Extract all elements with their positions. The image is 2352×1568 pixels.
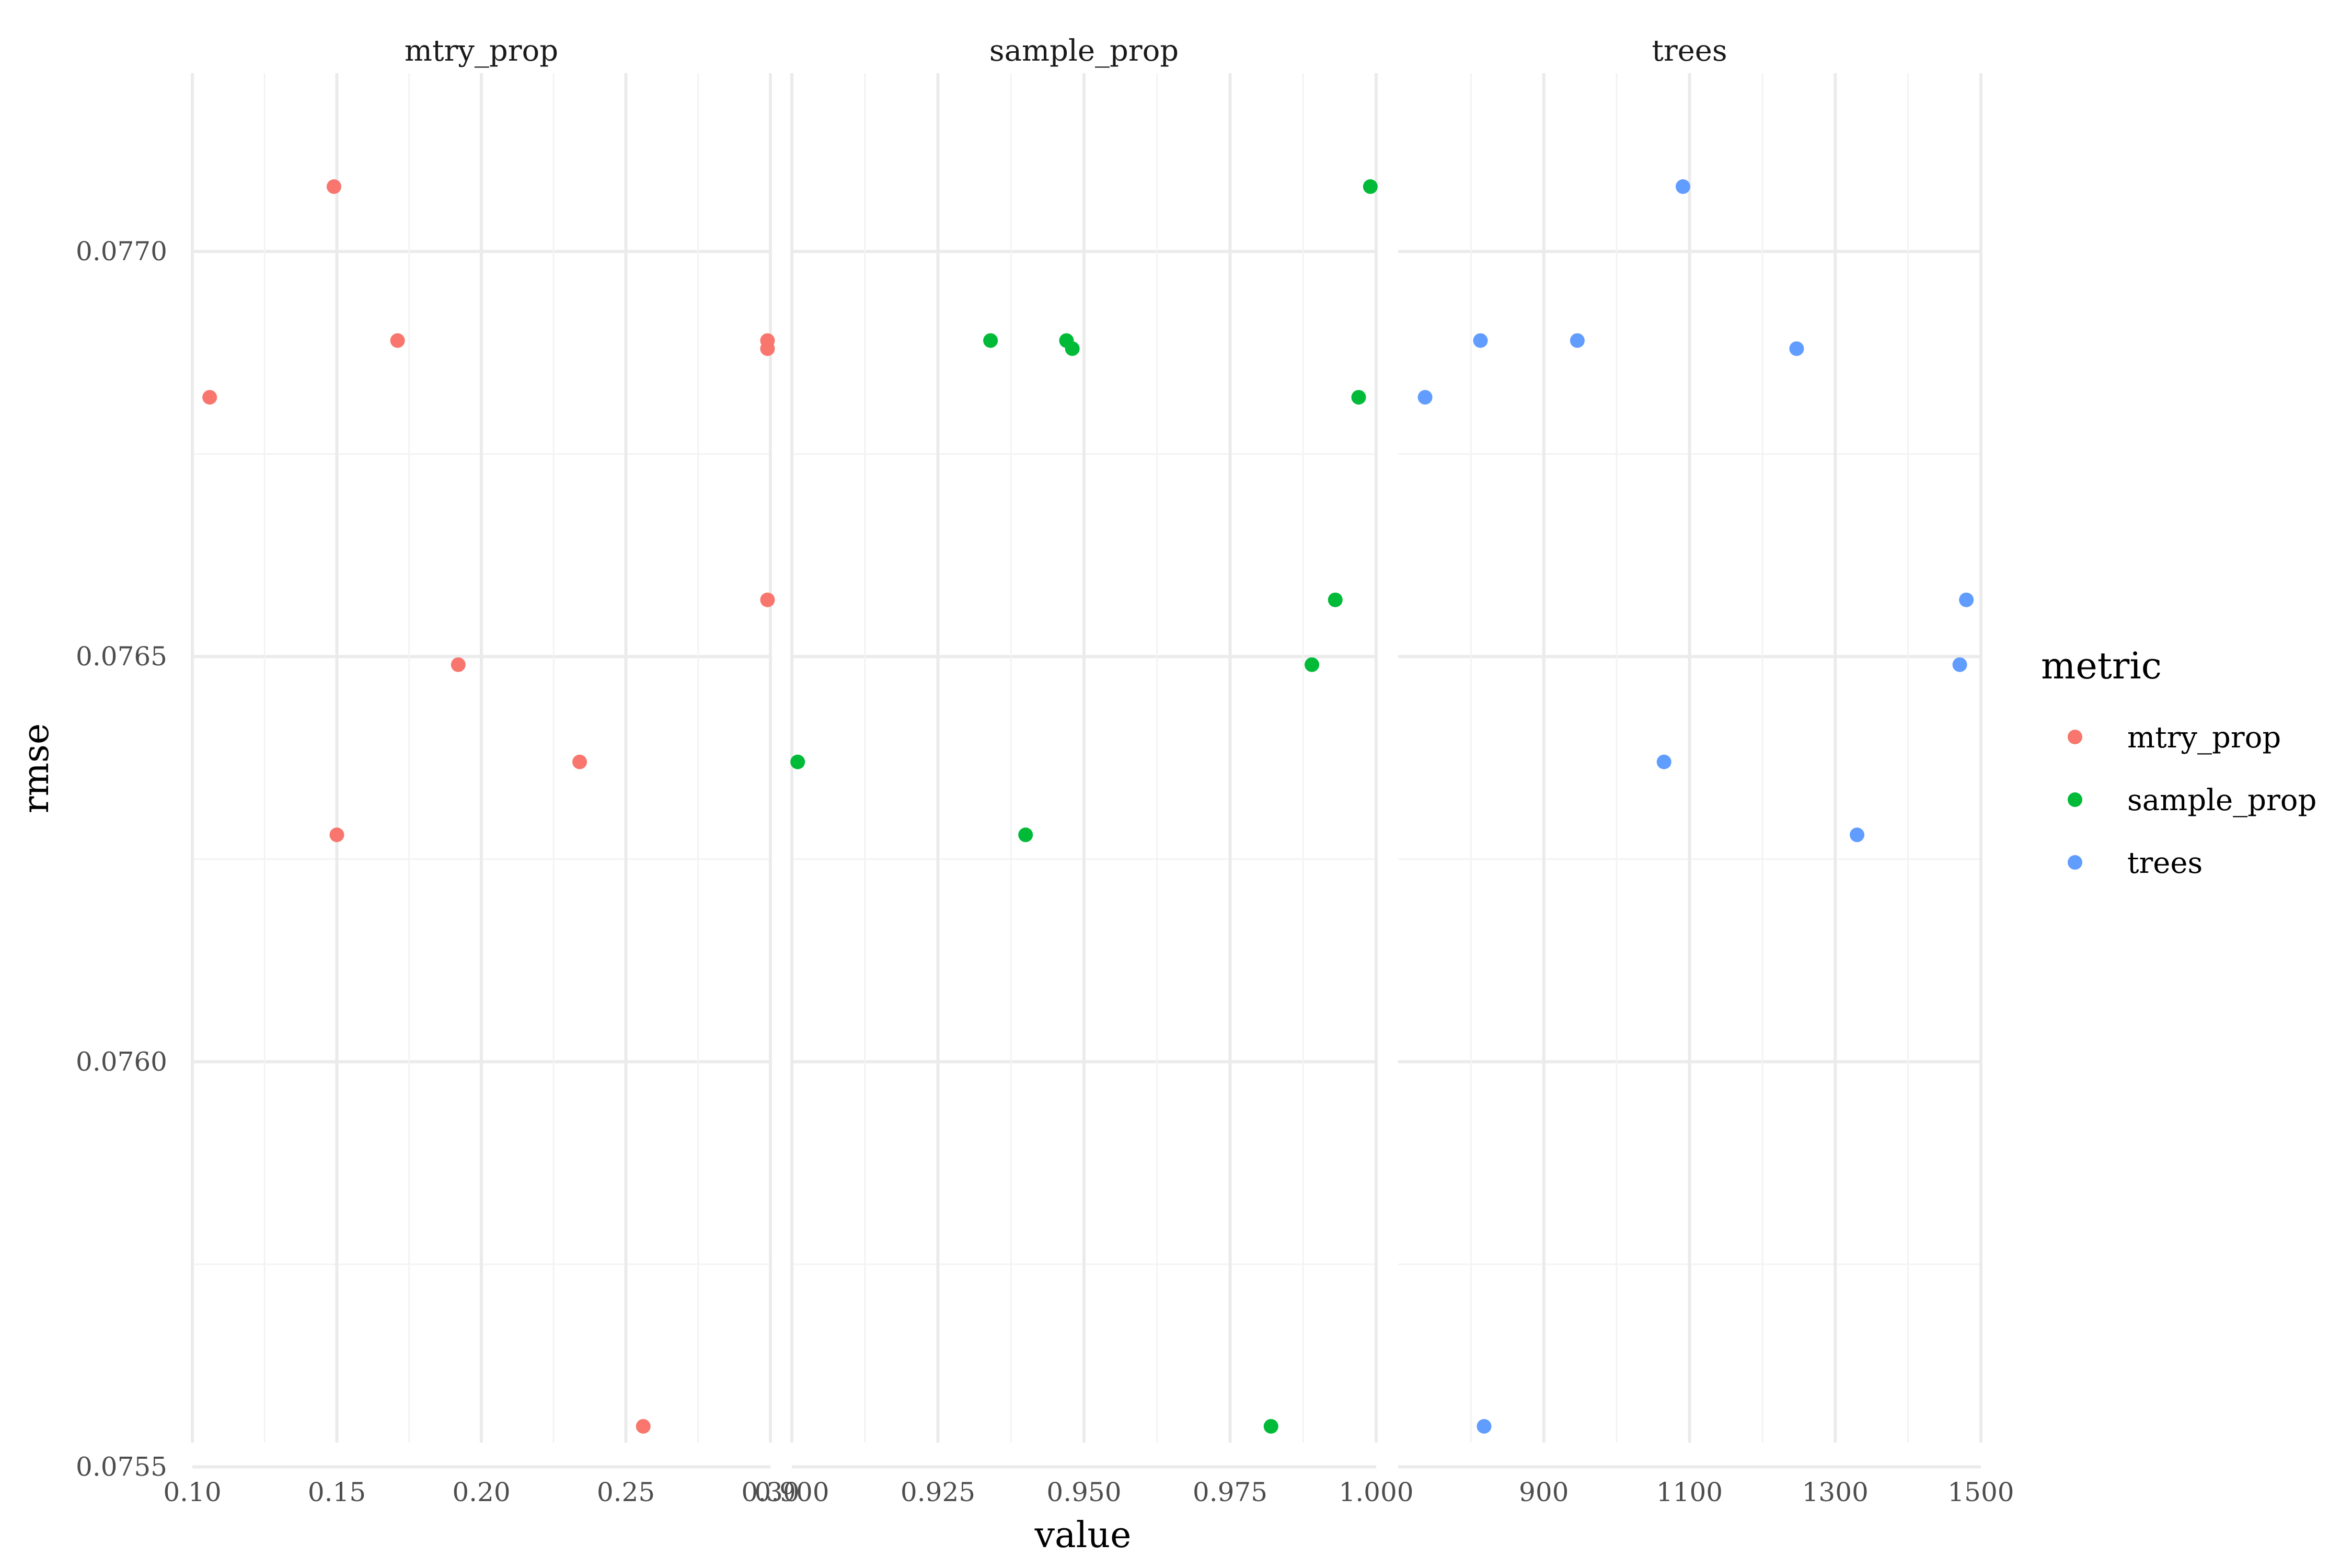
x-tick-label: 1.000 — [1339, 1477, 1413, 1507]
facet-title: trees — [1652, 34, 1727, 68]
grid-layer — [191, 73, 1982, 1469]
data-point — [1850, 827, 1865, 843]
legend-label: trees — [2127, 846, 2203, 880]
facet-title: mtry_prop — [405, 34, 558, 68]
data-point — [1263, 1419, 1278, 1434]
data-point — [202, 390, 217, 405]
x-tick-label: 900 — [1519, 1477, 1569, 1507]
data-point — [1328, 592, 1343, 607]
data-point — [983, 333, 998, 348]
data-point — [1656, 754, 1671, 769]
data-point — [1018, 827, 1033, 843]
y-axis-title: rmse — [16, 723, 57, 813]
x-tick-label: 1100 — [1656, 1477, 1723, 1507]
y-tick-label: 0.0765 — [76, 641, 167, 672]
legend-key — [2068, 792, 2082, 807]
x-tick-label: 0.30 — [741, 1477, 799, 1507]
y-tick-label: 0.0770 — [76, 236, 167, 267]
data-point — [1305, 657, 1320, 672]
label-layer: 0.10 0.15 0.20 0.25 0.30 mtry_prop 0.900 0.925 0… — [76, 34, 2014, 1507]
data-point — [1959, 592, 1974, 607]
y-tick-label: 0.0760 — [76, 1046, 167, 1077]
x-tick-label: 0.10 — [163, 1477, 221, 1507]
data-point — [329, 827, 344, 843]
x-tick-label: 0.15 — [308, 1477, 366, 1507]
x-tick-label: 1500 — [1947, 1477, 2014, 1507]
legend-label: sample_prop — [2127, 783, 2316, 817]
y-tick-label: 0.0755 — [76, 1452, 167, 1482]
data-point — [1363, 179, 1378, 194]
data-point — [760, 592, 775, 607]
data-point — [1477, 1419, 1492, 1434]
data-point — [1473, 333, 1488, 348]
data-point — [1675, 179, 1690, 194]
facet-title: sample_prop — [989, 34, 1179, 68]
data-point — [760, 341, 775, 356]
data-point — [1570, 333, 1585, 348]
x-tick-label: 0.975 — [1193, 1477, 1267, 1507]
data-point — [636, 1419, 651, 1434]
data-point — [1065, 341, 1080, 356]
legend-key — [2068, 730, 2082, 744]
legend-label: mtry_prop — [2127, 721, 2281, 755]
data-point — [451, 657, 466, 672]
legend-title: metric — [2041, 644, 2162, 687]
data-point — [572, 754, 587, 769]
x-tick-label: 0.20 — [452, 1477, 510, 1507]
x-tick-label: 0.900 — [754, 1477, 829, 1507]
x-tick-label: 0.25 — [597, 1477, 655, 1507]
data-point — [326, 179, 341, 194]
x-axis-title: value — [1034, 1515, 1132, 1556]
data-point — [1417, 390, 1433, 405]
x-tick-label: 0.950 — [1046, 1477, 1121, 1507]
data-point — [1952, 657, 1967, 672]
x-tick-label: 0.925 — [901, 1477, 975, 1507]
data-point — [790, 754, 805, 769]
data-point — [1351, 390, 1366, 405]
legend-key — [2068, 855, 2082, 870]
x-tick-label: 1300 — [1802, 1477, 1869, 1507]
data-point — [1789, 341, 1804, 356]
mark-layer — [202, 179, 1974, 1434]
data-point — [390, 333, 405, 348]
